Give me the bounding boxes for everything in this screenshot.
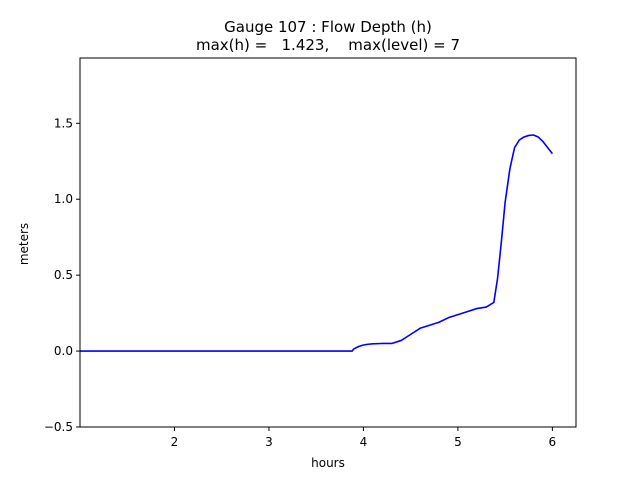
y-tick-label: 1.5 [54,116,73,130]
y-tick-label: −0.5 [44,420,73,434]
chart-title: Gauge 107 : Flow Depth (h) [224,18,432,36]
plot-series [80,134,554,352]
x-axis-label: hours [311,456,345,470]
plot-frame [79,57,577,428]
y-tick-label: 0.5 [54,268,73,282]
x-tick-label: 3 [265,435,273,449]
chart-subtitle: max(h) = 1.423, max(level) = 7 [196,36,460,54]
y-axis-label: meters [17,223,31,265]
x-tick-label: 4 [360,435,368,449]
x-axis: 2 3 4 5 6 [171,427,557,449]
y-tick-label: 0.0 [54,344,73,358]
y-axis: −0.5 0.0 0.5 1.0 1.5 [44,116,80,434]
y-tick-label: 1.0 [54,192,73,206]
x-tick-label: 5 [454,435,462,449]
series-line-0 [80,134,554,352]
x-tick-label: 2 [171,435,179,449]
x-tick-label: 6 [549,435,557,449]
